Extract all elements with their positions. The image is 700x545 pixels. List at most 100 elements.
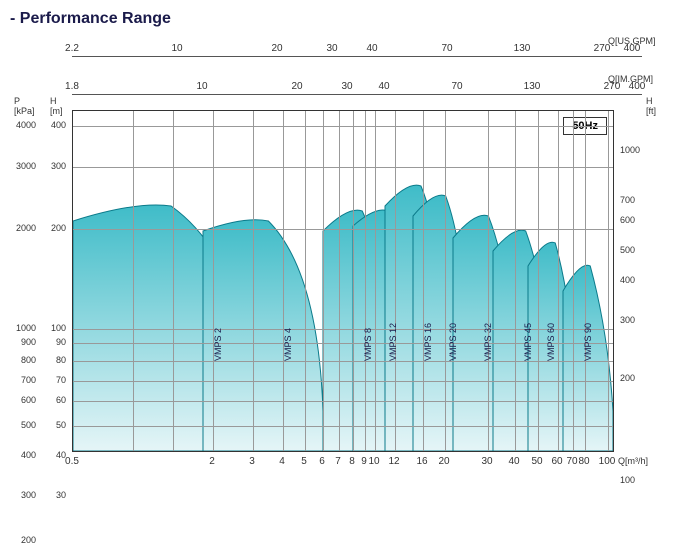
tick: 10: [196, 81, 207, 92]
tick: 90: [56, 337, 66, 347]
tick: 2000: [16, 223, 36, 233]
tick: 30: [481, 456, 492, 467]
tick: 4: [279, 456, 285, 467]
axis-m3h: 0.52345678910121620304050607080100: [72, 454, 642, 474]
tick: 30: [56, 490, 66, 500]
tick: 10: [368, 456, 379, 467]
gridline: [339, 111, 340, 451]
tick: 600: [21, 395, 36, 405]
tick: 100: [51, 323, 66, 333]
gridline: [395, 111, 396, 451]
axis-im-gpm: 1.81020304070130270400: [72, 74, 642, 95]
series-label: VMPS 90: [583, 323, 593, 361]
tick: 40: [366, 43, 377, 54]
axis-ft-label: H [ft]: [646, 96, 656, 116]
gridline: [365, 111, 366, 451]
tick: 900: [21, 337, 36, 347]
gridline: [558, 111, 559, 451]
tick: 800: [21, 355, 36, 365]
axis-us-gpm-label: Q[US.GPM]: [608, 36, 656, 46]
gridline: [73, 401, 613, 402]
tick: 16: [416, 456, 427, 467]
tick: 30: [326, 43, 337, 54]
axis-kpa: 4000300020001000900800700600500400300200: [10, 110, 40, 450]
axis-im-gpm-label: Q[IM.GPM]: [608, 74, 653, 84]
tick: 200: [51, 223, 66, 233]
tick: 70: [441, 43, 452, 54]
gridline: [283, 111, 284, 451]
gridline: [585, 111, 586, 451]
series-label: VMPS 60: [546, 323, 556, 361]
tick: 200: [620, 373, 635, 383]
tick: 20: [291, 81, 302, 92]
tick: 4000: [16, 120, 36, 130]
tick: 30: [341, 81, 352, 92]
tick: 40: [508, 456, 519, 467]
tick: 130: [524, 81, 541, 92]
series-label: VMPS 2: [213, 328, 223, 361]
gridline: [488, 111, 489, 451]
tick: 60: [551, 456, 562, 467]
tick: 1.8: [65, 81, 79, 92]
tick: 6: [319, 456, 325, 467]
plot-area: 50Hz VMPS 2VMPS 4VMPS 8VMPS 12VMPS 16VMP…: [72, 110, 614, 452]
tick: 130: [514, 43, 531, 54]
tick: 9: [361, 456, 367, 467]
gridline: [353, 111, 354, 451]
series-label: VMPS 16: [423, 323, 433, 361]
tick: 60: [56, 395, 66, 405]
performance-chart: 2.2 10 20 30 40 70 130 2 70 400 Q[US.GPM] 1.8 10 20…: [10, 36, 670, 516]
tick: 500: [21, 420, 36, 430]
page-title: - Performance Range: [10, 10, 690, 28]
tick: 5: [301, 456, 307, 467]
gridline: [573, 111, 574, 451]
tick: 50: [56, 420, 66, 430]
tick: 300: [620, 315, 635, 325]
tick: 300: [51, 161, 66, 171]
tick: 0.5: [65, 456, 79, 467]
gridline: [73, 126, 613, 127]
series-label: VMPS 20: [448, 323, 458, 361]
gridline: [133, 111, 134, 451]
tick: 80: [578, 456, 589, 467]
tick: 100: [599, 456, 616, 467]
tick: 3000: [16, 161, 36, 171]
tick: 700: [620, 195, 635, 205]
gridline: [253, 111, 254, 451]
tick: 70: [56, 375, 66, 385]
tick: 1000: [16, 323, 36, 333]
tick: 100: [620, 475, 635, 485]
gridline: [323, 111, 324, 451]
tick: 2.2: [65, 43, 79, 54]
tick: 20: [438, 456, 449, 467]
tick: 400: [21, 450, 36, 460]
gridline: [213, 111, 214, 451]
tick: 200: [21, 535, 36, 545]
gridline: [305, 111, 306, 451]
series-label: VMPS 12: [388, 323, 398, 361]
axis-m: 40030020010090807060504030: [40, 110, 70, 450]
tick: 400: [51, 120, 66, 130]
axis-m3h-label: Q[m³/h]: [618, 456, 648, 466]
series-label: VMPS 4: [283, 328, 293, 361]
tick: 400: [620, 275, 635, 285]
tick: 70: [566, 456, 577, 467]
tick: 1000: [620, 145, 640, 155]
gridline: [423, 111, 424, 451]
gridline: [73, 167, 613, 168]
gridline: [173, 111, 174, 451]
gridline: [375, 111, 376, 451]
tick: 3: [249, 456, 255, 467]
tick: 600: [620, 215, 635, 225]
tick: 50: [531, 456, 542, 467]
axis-us-gpm: 2.21020304070130270400: [72, 36, 642, 57]
tick: 70: [451, 81, 462, 92]
gridline: [538, 111, 539, 451]
tick: 12: [388, 456, 399, 467]
gridline: [73, 361, 613, 362]
gridline: [445, 111, 446, 451]
tick: 2: [209, 456, 215, 467]
gridline: [608, 111, 609, 451]
gridline: [73, 426, 613, 427]
series-svg: [73, 111, 613, 451]
